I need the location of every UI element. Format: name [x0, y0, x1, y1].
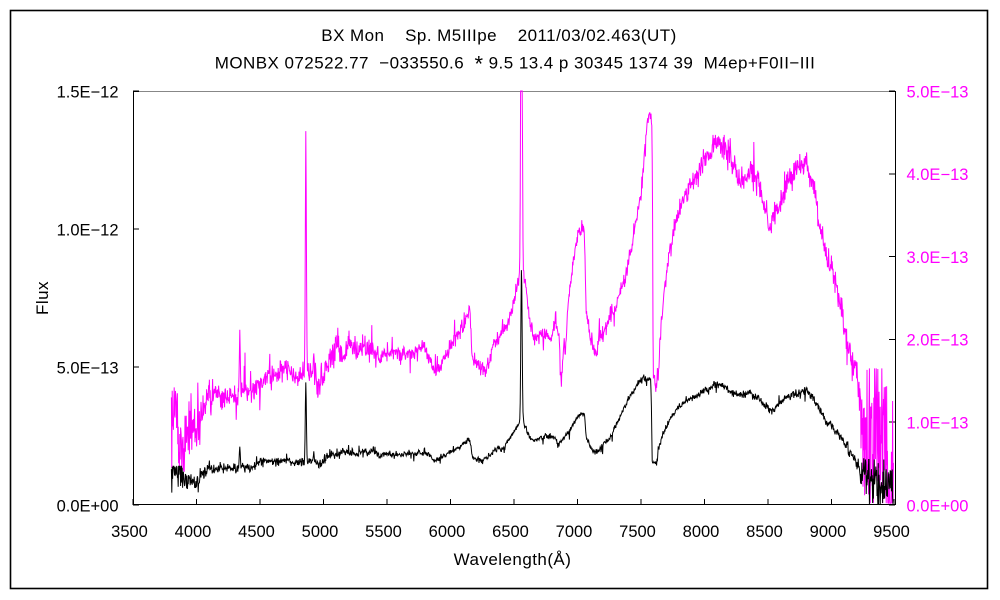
svg-text:5500: 5500: [365, 523, 402, 541]
svg-text:8000: 8000: [683, 523, 720, 541]
svg-text:3.0E−13: 3.0E−13: [907, 249, 969, 267]
svg-text:7000: 7000: [556, 523, 593, 541]
svg-text:MONBX 072522.77 −033550.6 *: MONBX 072522.77 −033550.6 * 9.5 13.4 p 3…: [215, 52, 816, 77]
svg-text:9000: 9000: [810, 523, 847, 541]
svg-text:5000: 5000: [302, 523, 339, 541]
svg-text:2.0E−13: 2.0E−13: [907, 332, 969, 350]
svg-text:Wavelength(Å): Wavelength(Å): [454, 550, 572, 569]
svg-text:6000: 6000: [429, 523, 466, 541]
svg-text:5.0E−13: 5.0E−13: [907, 83, 969, 101]
svg-text:1.5E−12: 1.5E−12: [57, 83, 119, 101]
svg-text:8500: 8500: [746, 523, 783, 541]
svg-text:BX Mon Sp. M5IIIpe 2011/: BX Mon Sp. M5IIIpe 2011/03/02.463(UT): [321, 26, 676, 45]
svg-text:Flux: Flux: [33, 281, 52, 315]
svg-text:4500: 4500: [238, 523, 275, 541]
svg-text:6500: 6500: [492, 523, 529, 541]
svg-text:3500: 3500: [111, 523, 148, 541]
svg-text:4.0E−13: 4.0E−13: [907, 166, 969, 184]
svg-text:0.0E+00: 0.0E+00: [907, 497, 969, 515]
svg-text:5.0E−13: 5.0E−13: [57, 359, 119, 377]
svg-text:4000: 4000: [175, 523, 212, 541]
svg-text:1.0E−12: 1.0E−12: [57, 221, 119, 239]
svg-text:0.0E+00: 0.0E+00: [57, 497, 119, 515]
svg-text:9500: 9500: [873, 523, 910, 541]
svg-text:1.0E−13: 1.0E−13: [907, 415, 969, 433]
svg-text:7500: 7500: [619, 523, 656, 541]
